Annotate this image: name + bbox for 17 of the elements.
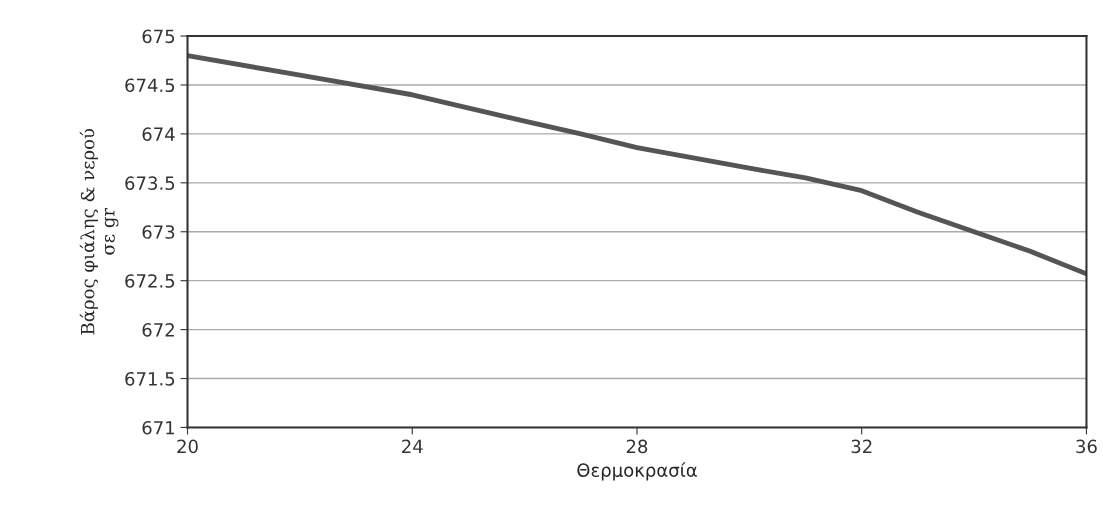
y-tick-label: 671 (142, 420, 175, 435)
x-tick-label: 32 (851, 439, 872, 454)
y-tick-label: 672.5 (125, 274, 175, 288)
x-tick-label: 24 (402, 439, 423, 453)
x-tick-label: 36 (1076, 439, 1097, 454)
y-tick-label: 672 (142, 323, 174, 337)
y-tick-label: 673.5 (125, 176, 175, 190)
y-axis-title: Βάρος φιάλης & νερού σε gr (79, 128, 119, 335)
y-tick-label: 673 (142, 225, 175, 239)
x-tick-label: 28 (626, 439, 648, 454)
x-axis-title: Θερμοκρασία (577, 462, 697, 481)
line-series (187, 53, 1087, 277)
y-tick-label: 674.5 (125, 78, 175, 93)
y-tick-label: 675 (142, 29, 175, 44)
x-tick-label: 20 (177, 439, 198, 454)
y-tick-label: 674 (142, 127, 175, 142)
y-tick-label: 671.5 (125, 371, 175, 386)
